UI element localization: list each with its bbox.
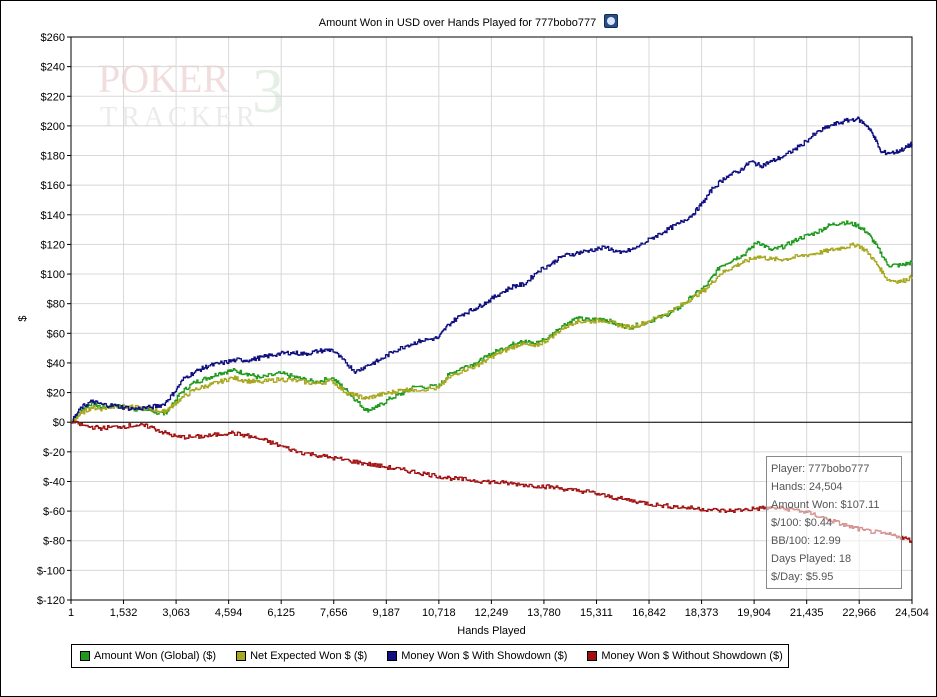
x-tick-label: 21,435 (790, 607, 824, 619)
y-tick-label: $-20 (43, 447, 65, 459)
y-tick-label: $-100 (37, 565, 65, 577)
y-tick-label: $20 (47, 388, 65, 400)
legend: Amount Won (Global) ($) Net Expected Won… (71, 644, 789, 668)
stat-dollars-per-100: $/100: $0.44 (771, 517, 833, 529)
x-tick-label: 10,718 (422, 607, 456, 619)
x-tick-label: 15,311 (580, 607, 613, 619)
y-tick-label: $180 (41, 151, 65, 163)
series-layer (71, 116, 913, 543)
legend-label-amount-won: Amount Won (Global) ($) (94, 650, 217, 662)
y-tick-label: $200 (41, 121, 65, 133)
legend-swatch-without-showdown (587, 651, 598, 661)
y-tick-label: $120 (41, 239, 65, 251)
y-axis-ticks: $-120 $-100 $-80 $-60 $-40 $-20 $0 $20 $40 $60 $80… (37, 32, 71, 607)
y-tick-label: $-60 (43, 506, 65, 518)
x-tick-label: 9,187 (373, 607, 401, 619)
legend-swatch-net-expected (236, 651, 247, 661)
x-tick-label: 18,373 (685, 607, 719, 619)
chart-title-text: Amount Won in USD over Hands Played for … (318, 17, 597, 29)
y-tick-label: $-80 (43, 536, 65, 548)
stat-hands: Hands: 24,504 (771, 481, 843, 493)
series-net-expected (71, 242, 913, 423)
legend-label-with-showdown: Money Won $ With Showdown ($) (401, 650, 568, 662)
x-tick-label: 12,249 (475, 607, 509, 619)
y-tick-label: $100 (41, 269, 65, 281)
stat-days-played: Days Played: 18 (771, 553, 852, 565)
x-tick-label: 1 (68, 607, 74, 619)
x-tick-label: 1,532 (110, 607, 138, 619)
y-tick-label: $240 (41, 62, 65, 74)
x-tick-label: 22,966 (842, 607, 876, 619)
legend-label-net-expected: Net Expected Won $ ($) (250, 650, 368, 662)
stat-player: Player: 777bobo777 (771, 463, 870, 475)
player-stats-box: Player: 777bobo777 Hands: 24,504 Amount … (766, 456, 902, 589)
stat-dollars-per-day: $/Day: $5.95 (771, 571, 834, 583)
legend-swatch-with-showdown (387, 651, 398, 661)
x-tick-label: 13,780 (527, 607, 561, 619)
y-tick-label: $220 (41, 91, 65, 103)
y-tick-label: $260 (41, 32, 65, 44)
legend-label-without-showdown: Money Won $ Without Showdown ($) (601, 650, 783, 662)
legend-swatch-amount-won (80, 651, 90, 661)
y-tick-label: $60 (47, 328, 65, 340)
export-icon[interactable] (604, 14, 619, 28)
legend-item-without-showdown[interactable]: Money Won $ Without Showdown ($) (587, 650, 783, 662)
chart-title: Amount Won in USD over Hands Played for … (0, 14, 937, 29)
watermark-line1: POKER (98, 56, 229, 101)
series-with-showdown (71, 116, 913, 424)
x-tick-label: 7,656 (320, 607, 348, 619)
y-axis-title: $ (17, 315, 29, 321)
y-tick-label: $80 (47, 299, 65, 311)
x-tick-label: 19,904 (737, 607, 771, 619)
y-tick-label: $40 (47, 358, 65, 370)
x-tick-label: 3,063 (162, 607, 190, 619)
x-axis-title: Hands Played (457, 625, 526, 637)
legend-item-net-expected[interactable]: Net Expected Won $ ($) (236, 650, 367, 662)
stat-amount-won: Amount Won: $107.11 (771, 499, 880, 511)
x-tick-label: 6,125 (267, 607, 295, 619)
x-tick-label: 4,594 (215, 607, 243, 619)
y-tick-label: $-120 (37, 595, 65, 607)
legend-item-amount-won[interactable]: Amount Won (Global) ($) (80, 650, 216, 662)
y-tick-label: $0 (53, 417, 65, 429)
x-axis-ticks: 1 1,532 3,063 4,594 6,125 7,656 9,187 10,718 12,… (68, 600, 929, 619)
y-tick-label: $160 (41, 180, 65, 192)
series-amount-won (71, 220, 913, 423)
stat-bb-per-100: BB/100: 12.99 (771, 535, 841, 547)
x-tick-label: 24,504 (895, 607, 929, 619)
x-tick-label: 16,842 (632, 607, 666, 619)
y-tick-label: $-40 (43, 476, 65, 488)
legend-item-with-showdown[interactable]: Money Won $ With Showdown ($) (387, 650, 567, 662)
y-tick-label: $140 (41, 210, 65, 222)
